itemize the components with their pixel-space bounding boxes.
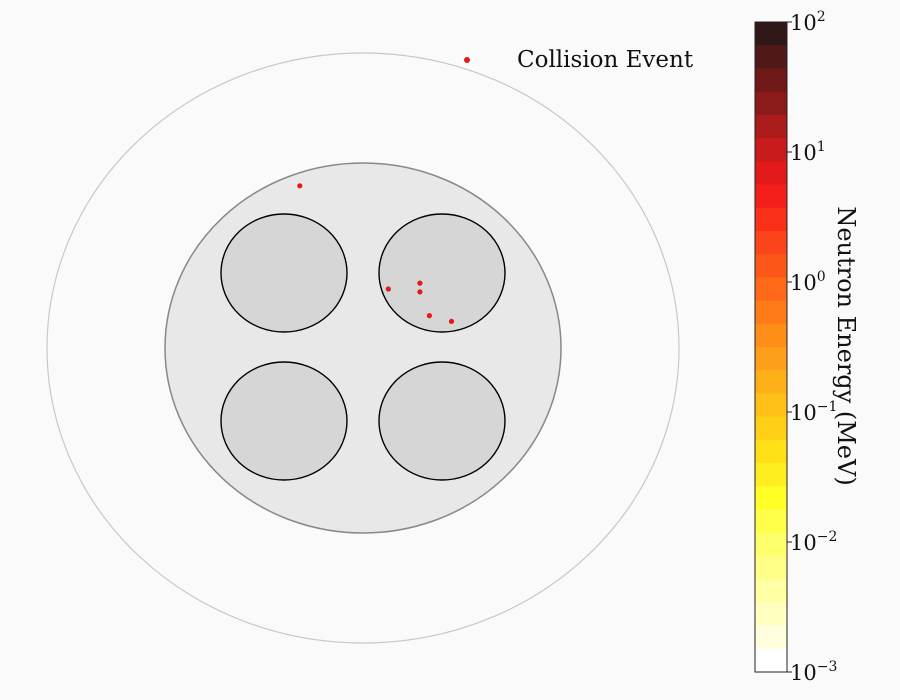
fuel-pin-top-left bbox=[220, 213, 348, 333]
collision-points bbox=[297, 183, 455, 324]
collision-point bbox=[426, 313, 432, 319]
legend-marker bbox=[464, 57, 470, 63]
colorbar-band bbox=[755, 416, 787, 441]
colorbar-tick-label: 100 bbox=[790, 269, 826, 295]
collision-point bbox=[417, 289, 423, 295]
colorbar-band bbox=[755, 509, 787, 534]
colorbar-band bbox=[755, 68, 787, 93]
colorbar: 102 101 100 10−1 10−2 10−3 Neutron Energy (Me… bbox=[754, 9, 860, 685]
colorbar-band bbox=[755, 277, 787, 302]
colorbar-band bbox=[755, 532, 787, 557]
colorbar-band bbox=[755, 22, 787, 46]
colorbar-band bbox=[755, 625, 787, 650]
fuel-pin-bottom-right bbox=[378, 361, 506, 481]
colorbar-band bbox=[755, 555, 787, 580]
colorbar-band bbox=[755, 648, 787, 673]
plot-area bbox=[46, 52, 680, 644]
colorbar-tick-label: 10−2 bbox=[790, 529, 837, 555]
colorbar-band bbox=[755, 579, 787, 603]
colorbar-band bbox=[755, 91, 787, 116]
fuel-pin-bottom-left bbox=[220, 361, 348, 481]
fuel-pin-top-right bbox=[378, 213, 506, 333]
colorbar-band bbox=[755, 439, 787, 464]
colorbar-frame bbox=[754, 21, 788, 673]
colorbar-band bbox=[755, 323, 787, 348]
colorbar-band bbox=[755, 370, 787, 395]
collision-point bbox=[297, 183, 303, 189]
colorbar-ticks: 102 101 100 10−1 10−2 10−3 bbox=[787, 9, 837, 685]
colorbar-band bbox=[755, 45, 787, 70]
colorbar-band bbox=[755, 602, 787, 627]
collision-point bbox=[417, 280, 423, 286]
colorbar-band bbox=[755, 207, 787, 232]
colorbar-tick-label: 10−3 bbox=[790, 659, 837, 685]
collision-point bbox=[385, 286, 391, 292]
inner-region bbox=[164, 162, 562, 534]
colorbar-band bbox=[755, 184, 787, 209]
outer-boundary bbox=[46, 52, 680, 644]
colorbar-tick-label: 10−1 bbox=[790, 399, 837, 425]
colorbar-band bbox=[755, 486, 787, 511]
colorbar-band bbox=[755, 230, 787, 255]
colorbar-band bbox=[755, 254, 787, 278]
colorbar-band bbox=[755, 138, 787, 162]
legend-label: Collision Event bbox=[517, 47, 694, 73]
colorbar-band bbox=[755, 463, 787, 487]
colorbar-tick-label: 102 bbox=[790, 9, 826, 35]
colorbar-band bbox=[755, 393, 787, 418]
colorbar-label: Neutron Energy (MeV) bbox=[832, 206, 860, 485]
colorbar-tick-label: 101 bbox=[790, 139, 826, 165]
colorbar-bands bbox=[755, 22, 787, 673]
legend: Collision Event bbox=[464, 47, 694, 73]
colorbar-band bbox=[755, 114, 787, 139]
colorbar-band bbox=[755, 300, 787, 325]
colorbar-band bbox=[755, 161, 787, 186]
collision-point bbox=[448, 318, 455, 324]
colorbar-band bbox=[755, 347, 787, 371]
